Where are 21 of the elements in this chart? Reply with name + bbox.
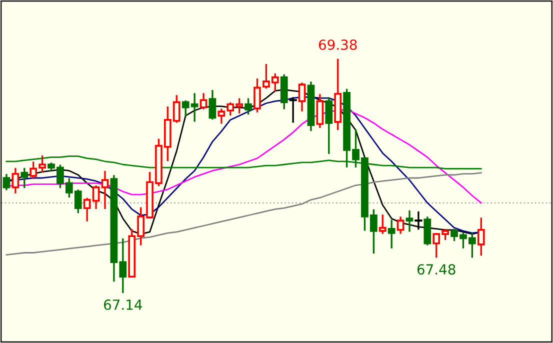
candlestick [200, 93, 208, 110]
candlestick [477, 218, 485, 256]
candlestick [2, 174, 10, 190]
candlestick [12, 168, 20, 194]
candlestick [244, 98, 252, 114]
candlestick [396, 216, 404, 234]
annotation: 67.14 [104, 299, 142, 310]
candlestick [414, 211, 422, 230]
candlestick [289, 97, 297, 123]
annotation: 67.48 [417, 264, 456, 275]
candlestick [101, 170, 109, 209]
candlestick [208, 90, 216, 120]
candlestick [378, 214, 386, 234]
candlestick [298, 82, 306, 112]
candlestick [406, 210, 414, 232]
candlestick [388, 220, 396, 248]
candlestick [325, 97, 333, 154]
candlestick [316, 94, 324, 128]
candlestick [424, 216, 432, 246]
annotation: 69.38 [318, 39, 357, 50]
candlestick [20, 168, 28, 188]
